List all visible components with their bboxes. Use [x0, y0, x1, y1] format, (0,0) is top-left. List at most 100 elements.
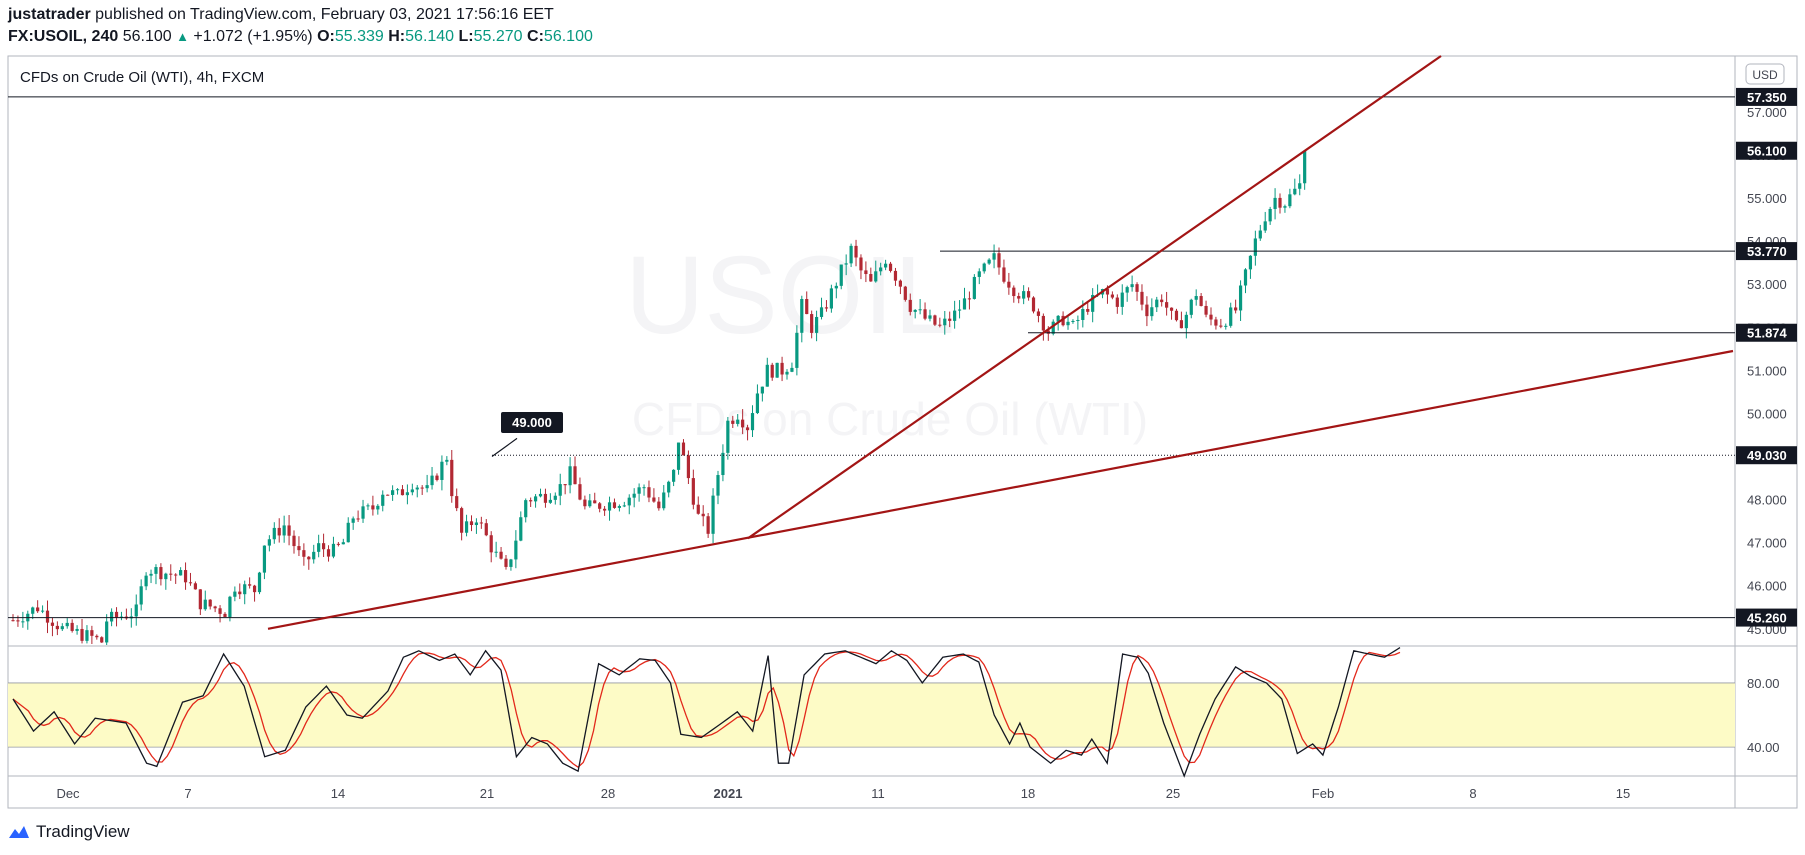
candle-body — [297, 546, 301, 551]
candle-body — [750, 413, 755, 431]
candle-body — [607, 502, 612, 511]
candle-body — [1238, 285, 1243, 311]
candle-body — [144, 575, 148, 587]
author-name[interactable]: justatrader — [8, 6, 91, 23]
candle-body — [617, 506, 621, 508]
candle-body — [1017, 296, 1021, 299]
last-price: 56.100 — [122, 28, 172, 45]
candle-body — [371, 505, 375, 510]
candle-body — [834, 285, 838, 289]
candle-body — [1145, 304, 1149, 317]
candle-body — [50, 622, 55, 626]
candle-body — [1179, 320, 1184, 329]
candle-body — [647, 487, 651, 498]
candle-body — [252, 585, 257, 593]
candle-body — [336, 543, 340, 545]
footer-brand: TradingView — [36, 822, 130, 841]
candle-body — [90, 630, 94, 636]
candle-body — [208, 599, 212, 607]
candle-body — [839, 264, 843, 286]
open-value: 55.339 — [334, 28, 384, 45]
candle-body — [376, 505, 380, 510]
candle-body — [1209, 314, 1213, 320]
candle-body — [1199, 296, 1203, 306]
candle-body — [1150, 307, 1154, 317]
candle-body — [1160, 299, 1164, 303]
candle-body — [1165, 302, 1169, 308]
candle-body — [745, 427, 750, 431]
candle-body — [400, 489, 405, 496]
candle-body — [460, 508, 464, 533]
tradingview-footer[interactable]: TradingView — [8, 822, 130, 842]
price-level-label: 57.350 — [1747, 90, 1787, 105]
candle-body — [351, 518, 355, 523]
low-value: 55.270 — [473, 28, 523, 45]
candle-body — [114, 611, 119, 618]
candle-body — [533, 496, 538, 502]
price-level-label: 45.260 — [1747, 611, 1787, 626]
candle-body — [277, 527, 281, 536]
candle-body — [642, 487, 646, 489]
x-tick-label: 14 — [331, 786, 345, 801]
candle-body — [1130, 284, 1134, 288]
candle-body — [903, 286, 907, 300]
candle-body — [1224, 325, 1228, 327]
candle-body — [55, 625, 59, 630]
candle-body — [410, 489, 414, 493]
candle-body — [691, 478, 695, 505]
y-tick-label: 51.000 — [1747, 363, 1787, 378]
candle-body — [1076, 319, 1080, 321]
candle-body — [1105, 289, 1110, 295]
candle-body — [721, 452, 725, 476]
y-tick-label: 55.000 — [1747, 191, 1787, 206]
currency-badge — [1745, 63, 1785, 85]
candle-body — [164, 573, 168, 580]
candle-body — [272, 527, 276, 540]
candle-body — [972, 276, 976, 299]
candle-body — [1303, 150, 1307, 184]
candle-body — [1204, 305, 1208, 315]
candle-body — [775, 362, 779, 378]
price-chart[interactable]: USOIL CFDs on Crude Oil (WTI) CFDs on Crud… — [0, 0, 1805, 820]
candle-body — [681, 442, 686, 456]
x-tick-label: 8 — [1469, 786, 1476, 801]
price-level-badge — [1736, 608, 1797, 627]
candle-body — [652, 497, 656, 502]
candle-body — [321, 543, 326, 550]
candle-body — [65, 622, 69, 627]
candle-body — [40, 610, 45, 612]
candle-body — [504, 558, 508, 567]
candle-body — [267, 539, 271, 546]
candle-body — [499, 551, 503, 559]
candle-body — [1273, 197, 1277, 209]
candle-body — [469, 521, 474, 526]
callout-label: 49.000 — [512, 415, 552, 430]
candle-body — [425, 485, 429, 489]
candle-body — [918, 309, 922, 311]
candle-body — [1115, 297, 1119, 307]
x-tick-label: 25 — [1166, 786, 1180, 801]
candle-body — [1229, 307, 1233, 326]
candle-body — [341, 542, 345, 545]
candle-body — [1243, 269, 1248, 286]
candle-body — [238, 591, 242, 595]
candle-body — [1026, 291, 1031, 298]
close-value: 56.100 — [543, 28, 593, 45]
candle-body — [1184, 314, 1188, 329]
price-level-badge — [1736, 446, 1797, 465]
trendline — [267, 349, 1734, 630]
candle-body — [159, 567, 163, 580]
candle-body — [859, 257, 863, 271]
candle-body — [849, 245, 853, 264]
candle-body — [292, 535, 296, 547]
candle-body — [810, 314, 814, 333]
candle-body — [706, 516, 710, 534]
x-tick-label: 18 — [1021, 786, 1035, 801]
candle-body — [667, 481, 671, 493]
candle-body — [474, 522, 479, 526]
candle-body — [598, 503, 602, 509]
low-label: L: — [458, 28, 474, 45]
candle-body — [31, 607, 35, 614]
price-change: +1.072 (+1.95%) — [193, 28, 313, 45]
candle-body — [203, 599, 207, 610]
